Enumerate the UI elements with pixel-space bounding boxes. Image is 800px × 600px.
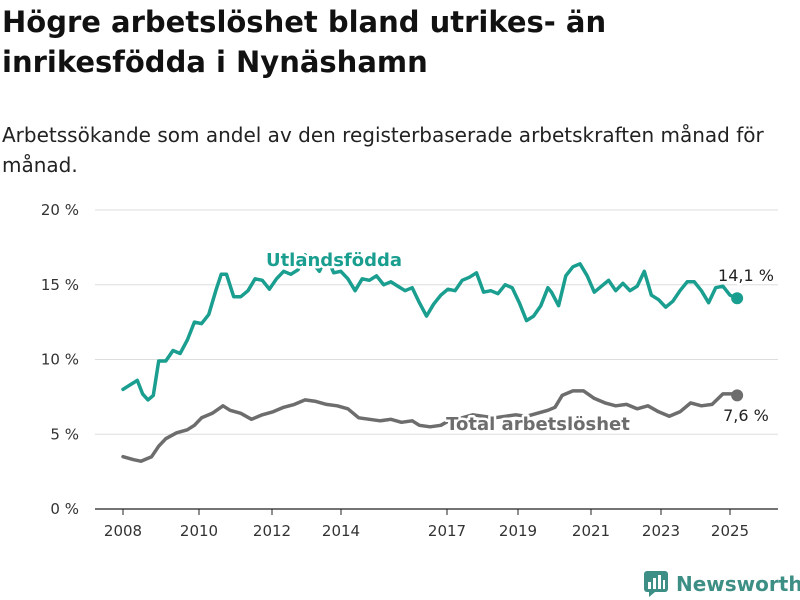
chart-subtitle: Arbetssökande som andel av den registerb… bbox=[2, 123, 764, 177]
y-axis: 0 % 5 % 10 % 15 % 20 % bbox=[41, 201, 79, 518]
x-axis: 2008 2010 2012 2014 2017 2019 2021 2023 2025 bbox=[104, 509, 749, 540]
x-tick-label: 2012 bbox=[253, 522, 291, 540]
series-line-utlandsfodda bbox=[121, 253, 739, 402]
series-label: Total arbetslöshet bbox=[446, 414, 630, 435]
x-tick-label: 2019 bbox=[499, 522, 537, 540]
x-tick-label: 2023 bbox=[642, 522, 680, 540]
newsworthy-logo-icon bbox=[644, 571, 668, 597]
series-end-value-label: 7,6 % bbox=[723, 406, 769, 425]
y-tick-label: 10 % bbox=[41, 351, 79, 369]
chart-title: Högre arbetslöshet bland utrikes- än inr… bbox=[2, 5, 607, 79]
series-end-point bbox=[731, 292, 744, 305]
series-label-halo: Total arbetslöshet bbox=[446, 414, 630, 435]
series-end-value-label: 14,1 % bbox=[718, 266, 774, 285]
series-label-halo: Utlandsfödda bbox=[266, 250, 402, 271]
y-tick-label: 5 % bbox=[50, 425, 79, 443]
series-lines bbox=[121, 253, 744, 463]
y-tick-label: 15 % bbox=[41, 276, 79, 294]
series-label: Utlandsfödda bbox=[266, 250, 402, 271]
x-tick-label: 2017 bbox=[428, 522, 466, 540]
y-tick-label: 20 % bbox=[41, 201, 79, 219]
x-tick-label: 2014 bbox=[322, 522, 360, 540]
x-tick-label: 2008 bbox=[104, 522, 142, 540]
newsworthy-logo: Newsworthy bbox=[644, 570, 800, 598]
gridlines bbox=[95, 209, 778, 510]
series-line-total bbox=[121, 389, 739, 463]
series-end-point bbox=[731, 389, 744, 402]
y-tick-label: 0 % bbox=[50, 500, 79, 518]
brand-name: Newsworthy bbox=[676, 572, 800, 596]
x-tick-label: 2010 bbox=[180, 522, 218, 540]
x-tick-label: 2025 bbox=[711, 522, 749, 540]
x-tick-label: 2021 bbox=[572, 522, 610, 540]
